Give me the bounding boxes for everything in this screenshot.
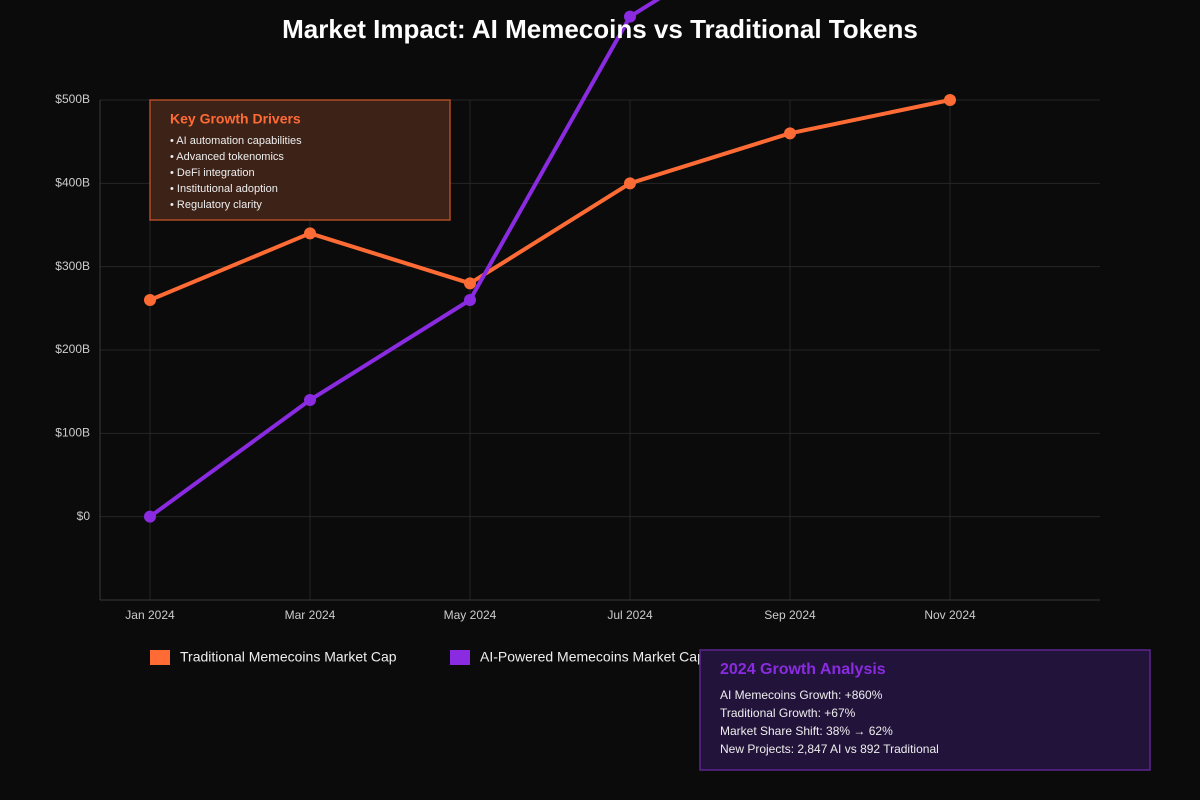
y-tick-label: $300B xyxy=(55,259,90,273)
legend-label: AI-Powered Memecoins Market Cap xyxy=(480,649,705,665)
analysis-title: 2024 Growth Analysis xyxy=(720,661,886,678)
y-tick-label: $0 xyxy=(77,509,91,523)
drivers-item: • Regulatory clarity xyxy=(170,199,262,211)
data-point xyxy=(784,127,796,140)
data-point xyxy=(304,394,316,406)
analysis-box xyxy=(699,649,1151,771)
data-point xyxy=(464,277,476,290)
drivers-title: Key Growth Drivers xyxy=(170,111,301,127)
x-tick-label: Nov 2024 xyxy=(924,608,976,622)
data-point xyxy=(144,510,156,523)
analysis-item: Market Share Shift: 38% → 62% xyxy=(720,724,893,738)
series-line xyxy=(149,98,951,302)
legend-swatch xyxy=(150,650,170,665)
analysis-item: New Projects: 2,847 AI vs 892 Traditiona… xyxy=(720,742,939,756)
data-point xyxy=(624,10,636,23)
analysis-item: Traditional Growth: +67% xyxy=(720,706,856,720)
y-tick-label: $500B xyxy=(55,92,90,106)
data-point xyxy=(304,227,316,240)
y-tick-label: $100B xyxy=(55,426,90,440)
series-line xyxy=(148,0,661,519)
y-tick-label: $400B xyxy=(55,176,90,190)
drivers-item: • DeFi integration xyxy=(170,167,255,179)
x-tick-label: Mar 2024 xyxy=(285,608,336,622)
x-tick-label: May 2024 xyxy=(444,608,497,622)
x-tick-label: Jul 2024 xyxy=(607,608,653,622)
drivers-item: • Institutional adoption xyxy=(170,183,278,195)
x-tick-label: Jan 2024 xyxy=(125,608,175,622)
data-point xyxy=(624,177,636,190)
analysis-item: AI Memecoins Growth: +860% xyxy=(720,688,883,702)
legend-swatch xyxy=(450,650,470,665)
legend-label: Traditional Memecoins Market Cap xyxy=(180,649,397,665)
y-tick-label: $200B xyxy=(55,342,90,356)
data-point xyxy=(464,294,476,306)
chart-title: Market Impact: AI Memecoins vs Tradition… xyxy=(282,14,918,44)
drivers-item: • Advanced tokenomics xyxy=(170,151,284,163)
drivers-box xyxy=(149,99,451,221)
data-point xyxy=(144,294,156,306)
x-tick-label: Sep 2024 xyxy=(764,608,816,622)
data-point xyxy=(944,94,956,106)
drivers-item: • AI automation capabilities xyxy=(170,135,302,147)
